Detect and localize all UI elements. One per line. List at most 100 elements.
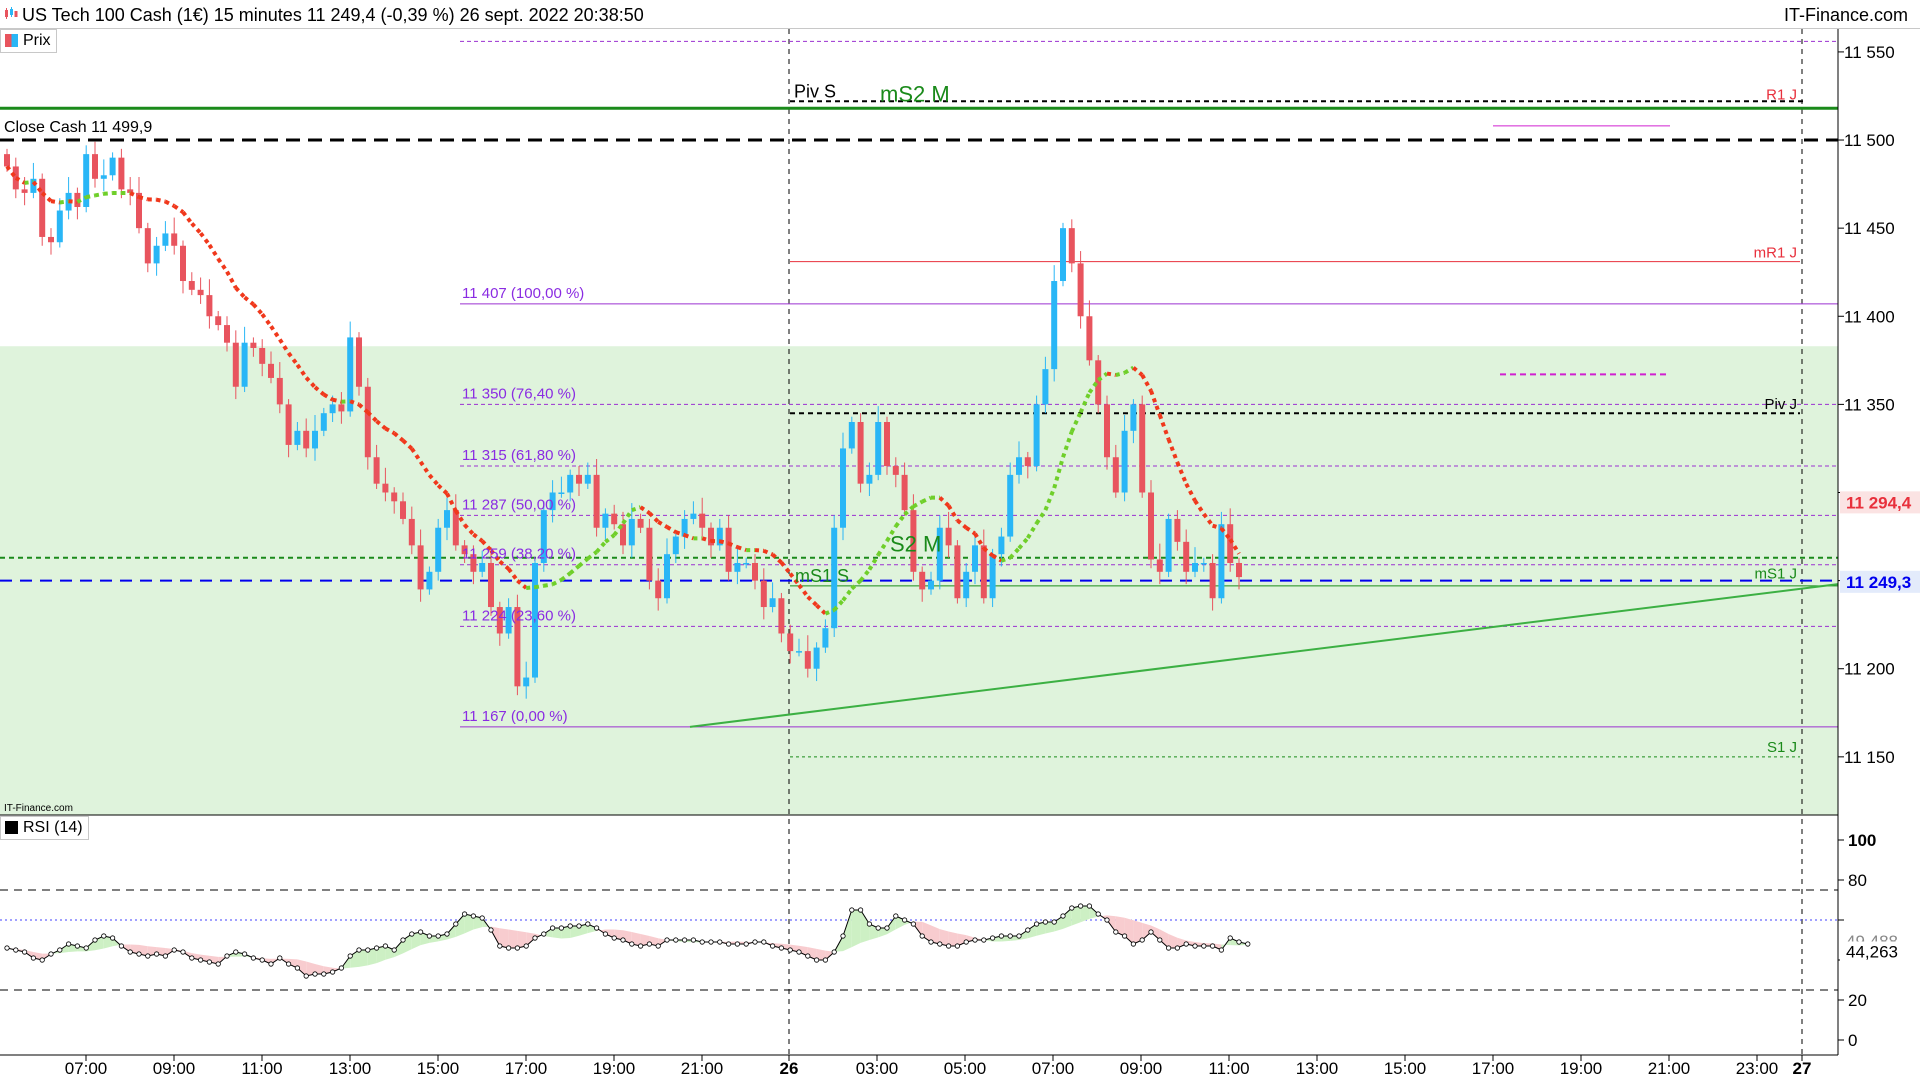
last-price-tag: 11 294,4 [1846, 493, 1912, 512]
rsi-tick-label: 20 [1848, 991, 1867, 1010]
rsi-fill [843, 910, 852, 952]
candle-bull [928, 580, 934, 590]
rsi-fill [1159, 929, 1169, 948]
rsi-point [875, 925, 881, 931]
candle-bull [1200, 562, 1207, 565]
candle-bull [1130, 404, 1137, 431]
candle-bull [312, 430, 318, 449]
rsi-point [268, 961, 274, 967]
moving-average-segment [173, 204, 185, 214]
moving-average-segment [675, 530, 686, 537]
moving-average-segment [577, 557, 590, 568]
rsi-point [488, 927, 494, 933]
rsi-point [1051, 919, 1057, 925]
candle-bear [461, 545, 468, 555]
candle-bear [364, 386, 371, 458]
rsi-point [347, 953, 353, 959]
rsi-fill [350, 950, 359, 968]
rsi-fill [429, 936, 439, 943]
candle-bear [171, 233, 178, 246]
rsi-point [400, 937, 406, 943]
candle-bull [1033, 404, 1040, 467]
moving-average-segment [647, 511, 660, 524]
time-tick-label: 11:00 [241, 1059, 282, 1078]
moving-average-segment [190, 222, 203, 235]
moving-average-segment [876, 539, 889, 556]
close-cash-label: Close Cash 11 499,9 [4, 119, 152, 136]
time-tick-label: 09:00 [1120, 1059, 1163, 1078]
candle-bear [496, 607, 503, 634]
candle-bull [690, 513, 697, 519]
candle-bear [637, 518, 644, 528]
moving-average-segment [657, 520, 669, 529]
rsi-fill [1001, 936, 1011, 942]
rsi-fill [816, 948, 826, 960]
rsi-point [708, 939, 714, 945]
rsi-point [382, 943, 388, 949]
candle-bull [822, 628, 829, 648]
candle-bear [1086, 316, 1093, 361]
candle-bull [716, 527, 723, 546]
moving-average-segment [454, 509, 467, 526]
time-tick-label: 11:00 [1208, 1059, 1249, 1078]
moving-average-layer [5, 165, 1241, 616]
candle-bear [1095, 360, 1102, 405]
rsi-point [259, 957, 265, 963]
moving-average-segment [526, 585, 536, 590]
rsi-point [285, 961, 292, 967]
candle-bear [778, 598, 785, 634]
moving-average-segment [867, 553, 880, 571]
rsi-point [866, 921, 873, 927]
fib-label: 11 315 (61,80 %) [462, 447, 576, 464]
rsi-fill [605, 929, 615, 938]
candle-bear [92, 154, 98, 179]
moving-average-segment [445, 492, 458, 512]
moving-average-segment [516, 579, 528, 590]
candle-bull [1007, 474, 1014, 537]
moving-average-segment [1140, 374, 1153, 392]
candle-bear [514, 607, 521, 687]
candle-bear [259, 347, 266, 364]
candle-bear [752, 562, 758, 581]
moving-average-segment [384, 426, 396, 435]
candle-bear [954, 545, 961, 599]
rsi-fill [508, 929, 518, 948]
rsi-point [57, 947, 63, 953]
rsi-point [646, 941, 653, 947]
rsi-point [1086, 903, 1093, 909]
moving-average-segment [1228, 538, 1241, 555]
candle-bear [382, 483, 389, 493]
rsi-fill [1036, 922, 1046, 936]
rsi-point [224, 953, 230, 959]
rsi-legend[interactable]: RSI (14) [0, 816, 89, 840]
moving-average-segment [1078, 391, 1092, 414]
rsi-point [83, 945, 89, 951]
candle-bear [804, 651, 811, 669]
time-tick-label: 15:00 [417, 1059, 460, 1078]
fib-label: 11 407 (100,00 %) [462, 285, 584, 302]
rsi-point [154, 951, 160, 957]
rsi-point [585, 921, 591, 927]
candle-bull [813, 647, 820, 669]
price-legend[interactable]: Prix [0, 29, 57, 53]
rsi-point [972, 937, 978, 943]
rsi-point [831, 949, 837, 955]
price-tick-label: 11 450 [1844, 219, 1895, 238]
rsi-fill [1142, 922, 1151, 940]
candle-bear [646, 527, 653, 581]
moving-average-segment [534, 583, 545, 590]
rsi-point [110, 935, 116, 941]
rsi-point [576, 923, 582, 929]
moving-average-segment [129, 191, 140, 199]
candle-bear [1209, 562, 1216, 599]
candle-bull [769, 598, 776, 608]
moving-average-segment [779, 561, 792, 575]
moving-average-segment [832, 599, 845, 612]
moving-average-segment [1123, 365, 1135, 375]
candle-bear [452, 510, 459, 546]
rsi-point [769, 943, 776, 949]
time-tick-label: 05:00 [944, 1059, 987, 1078]
rsi-point [1007, 933, 1013, 939]
price-tick-label: 11 150 [1844, 748, 1895, 767]
